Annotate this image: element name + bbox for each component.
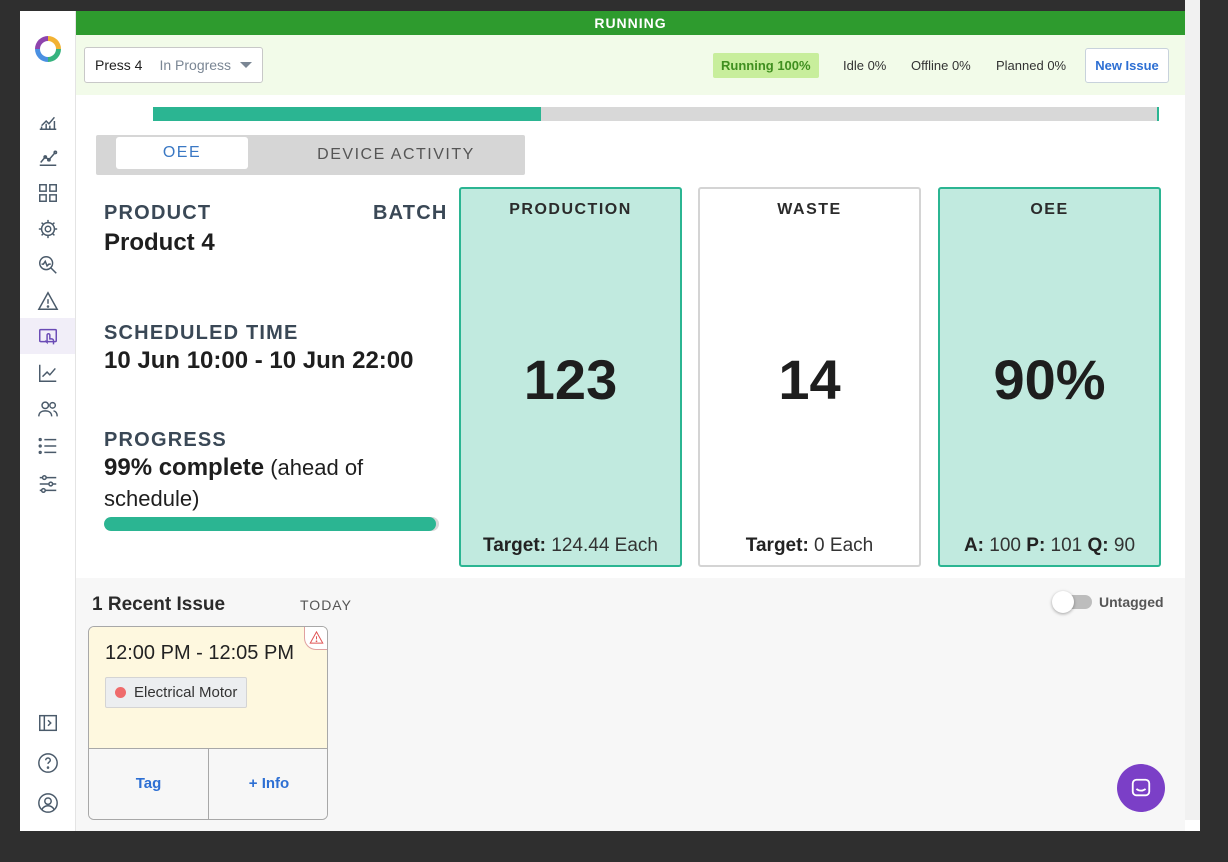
app-window: RUNNING Press 4 In Progress Running 100%… bbox=[20, 11, 1200, 831]
touch-device-icon[interactable] bbox=[36, 325, 60, 349]
scrollbar[interactable] bbox=[1185, 0, 1200, 820]
scheduled-time-value: 10 Jun 10:00 - 10 Jun 22:00 bbox=[104, 347, 414, 374]
list-icon[interactable] bbox=[36, 434, 60, 458]
progress-value: 99% complete bbox=[104, 454, 265, 481]
oee-card[interactable]: OEE 90% A: 100 P: 101 Q: 90 bbox=[938, 187, 1161, 567]
app-logo[interactable] bbox=[35, 36, 61, 62]
oee-p-label: P: bbox=[1026, 535, 1046, 556]
oee-q-label: Q: bbox=[1087, 535, 1109, 556]
progress-note: (ahead of schedule) bbox=[104, 455, 364, 511]
grid-icon[interactable] bbox=[36, 181, 60, 205]
view-tabs: OEE DEVICE ACTIVITY bbox=[96, 135, 525, 175]
planned-pct: Planned 0% bbox=[996, 58, 1067, 73]
settings-gear-icon[interactable] bbox=[36, 217, 60, 241]
sidebar bbox=[20, 11, 76, 831]
tag-issue-button[interactable]: Tag bbox=[89, 749, 209, 819]
account-icon[interactable] bbox=[36, 791, 60, 815]
help-icon[interactable] bbox=[36, 751, 60, 775]
issue-tag-label: Electrical Motor bbox=[134, 684, 238, 701]
trend-icon[interactable] bbox=[36, 361, 60, 385]
press-state: In Progress bbox=[159, 57, 232, 73]
product-label: PRODUCT bbox=[104, 202, 212, 224]
running-pct-badge: Running 100% bbox=[713, 53, 819, 78]
issues-period: TODAY bbox=[300, 597, 352, 613]
production-target-label: Target: bbox=[483, 535, 546, 556]
waste-target-value: 0 Each bbox=[814, 535, 874, 556]
warning-icon bbox=[304, 627, 327, 650]
waste-title: WASTE bbox=[777, 201, 842, 218]
waste-target: Target: 0 Each bbox=[700, 535, 919, 557]
product-value: Product 4 bbox=[104, 229, 215, 256]
new-issue-button[interactable]: New Issue bbox=[1085, 48, 1169, 83]
waste-value: 14 bbox=[778, 348, 841, 411]
oee-value: 90% bbox=[993, 348, 1106, 411]
issue-card-body: 12:00 PM - 12:05 PM Electrical Motor bbox=[89, 627, 327, 749]
waste-target-label: Target: bbox=[745, 535, 809, 556]
analytics-icon[interactable] bbox=[36, 145, 60, 169]
oee-title: OEE bbox=[1030, 201, 1069, 218]
untagged-toggle-label: Untagged bbox=[1099, 594, 1164, 610]
production-title: PRODUCTION bbox=[509, 201, 632, 218]
chat-icon bbox=[1131, 778, 1151, 797]
header-row: Press 4 In Progress Running 100% Idle 0%… bbox=[76, 35, 1185, 95]
progress-label: PROGRESS bbox=[104, 429, 227, 451]
issue-tag: Electrical Motor bbox=[105, 677, 248, 708]
waste-card[interactable]: WASTE 14 Target: 0 Each bbox=[698, 187, 921, 567]
offline-pct: Offline 0% bbox=[911, 58, 971, 73]
production-target-value: 124.44 Each bbox=[551, 535, 658, 556]
oee-a-value: 100 bbox=[989, 535, 1021, 556]
press-name: Press 4 bbox=[95, 57, 143, 73]
timeline-running-segment bbox=[153, 107, 541, 121]
oee-a-label: A: bbox=[963, 535, 984, 556]
machine-status-bar: RUNNING bbox=[76, 11, 1185, 35]
tab-oee[interactable]: OEE bbox=[116, 137, 248, 169]
progress-text: 99% complete (ahead of schedule) bbox=[104, 452, 444, 514]
expand-sidebar-icon[interactable] bbox=[36, 711, 60, 735]
batch-label: BATCH bbox=[373, 202, 448, 224]
recent-issues-title: 1 Recent Issue bbox=[92, 594, 226, 615]
press-select[interactable]: Press 4 In Progress bbox=[84, 47, 263, 83]
shift-timeline bbox=[153, 107, 1159, 121]
tag-color-dot bbox=[115, 687, 126, 698]
monitor-search-icon[interactable] bbox=[36, 253, 60, 277]
toggle-knob bbox=[1052, 591, 1074, 613]
users-icon[interactable] bbox=[36, 397, 60, 421]
production-target: Target: 124.44 Each bbox=[461, 535, 680, 557]
chevron-down-icon bbox=[240, 62, 253, 68]
issue-card[interactable]: 12:00 PM - 12:05 PM Electrical Motor Tag… bbox=[88, 626, 328, 820]
oee-breakdown: A: 100 P: 101 Q: 90 bbox=[940, 535, 1159, 557]
sliders-icon[interactable] bbox=[36, 472, 60, 496]
production-card[interactable]: PRODUCTION 123 Target: 124.44 Each bbox=[459, 187, 682, 567]
oee-q-value: 90 bbox=[1113, 535, 1136, 556]
production-value: 123 bbox=[523, 348, 618, 411]
progress-bar bbox=[104, 517, 439, 531]
tab-device-activity[interactable]: DEVICE ACTIVITY bbox=[317, 146, 475, 163]
idle-pct: Idle 0% bbox=[843, 58, 887, 73]
progress-bar-fill bbox=[104, 517, 436, 531]
alert-icon[interactable] bbox=[36, 289, 60, 313]
oee-p-value: 101 bbox=[1050, 535, 1083, 556]
scheduled-time-label: SCHEDULED TIME bbox=[104, 322, 299, 344]
recent-issues-panel: 1 Recent Issue TODAY Untagged 12:00 PM -… bbox=[76, 578, 1185, 831]
dashboard-chart-icon[interactable] bbox=[36, 109, 60, 133]
untagged-toggle[interactable] bbox=[1052, 591, 1092, 613]
issue-time: 12:00 PM - 12:05 PM bbox=[105, 642, 294, 664]
add-info-button[interactable]: + Info bbox=[209, 749, 327, 819]
chat-support-button[interactable] bbox=[1117, 764, 1165, 812]
